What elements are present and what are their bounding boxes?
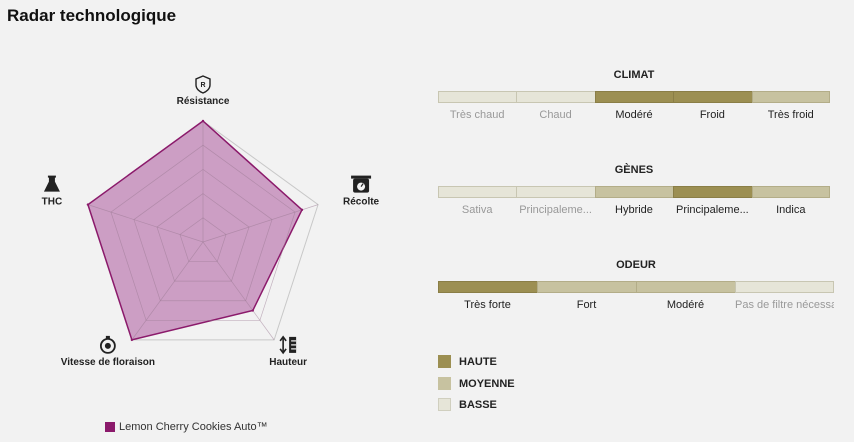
radar-axis-label: Résistance <box>177 96 230 107</box>
radar-grid-ring <box>110 144 296 321</box>
genes-option-label: Hybride <box>615 204 653 216</box>
radar-legend: Lemon Cherry Cookies Auto™ <box>105 421 268 433</box>
radar-point <box>251 309 254 312</box>
genes-block: GÈNES Sativa Principaleme... Hybride Princi… <box>438 164 830 224</box>
climat-segment <box>673 91 752 103</box>
climat-option-label: Modéré <box>615 109 653 121</box>
radar-axis-label: THC <box>42 197 63 208</box>
odeur-segment <box>438 281 537 293</box>
climat-segment <box>438 91 517 103</box>
stopwatch-icon <box>99 335 116 354</box>
legend-swatch <box>105 422 115 432</box>
genes-option-label: Principaleme... <box>675 204 749 216</box>
legend-label: Lemon Cherry Cookies Auto™ <box>119 421 268 433</box>
radar-point <box>130 338 134 342</box>
key-haute-label: HAUTE <box>459 355 497 368</box>
odeur-option-label: Très forte <box>464 299 511 311</box>
odeur-bar <box>438 281 834 293</box>
shield-r-icon: R <box>195 75 211 94</box>
climat-bar <box>438 91 830 103</box>
scale-icon <box>351 175 372 193</box>
genes-segment <box>751 186 830 198</box>
key-moyenne-label: MOYENNE <box>459 377 515 390</box>
radar-spoke <box>87 204 204 243</box>
genes-segment <box>516 186 595 198</box>
radar-grid-ring <box>179 217 227 262</box>
climat-segment <box>516 91 595 103</box>
odeur-segment <box>537 281 636 293</box>
radar-point <box>201 119 205 123</box>
radar-series-area <box>87 120 303 341</box>
genes-title: GÈNES <box>614 164 654 176</box>
odeur-option-label: Modéré <box>666 299 705 311</box>
radar-point <box>300 208 304 212</box>
key-basse: BASSE <box>438 398 497 411</box>
key-moyenne-swatch <box>438 377 451 390</box>
radar-chart: R Résistance Récolte Hauteur Vitesse de flor… <box>42 75 380 368</box>
climat-block: CLIMAT Très chaud Chaud Modéré Froid Très fr… <box>438 69 830 129</box>
odeur-option-label: Pas de filtre nécessaire <box>735 299 834 311</box>
svg-text:R: R <box>200 82 205 89</box>
climat-labels: Très chaud Chaud Modéré Froid Très froid <box>438 109 830 121</box>
odeur-option-label: Fort <box>576 299 597 311</box>
key-haute-swatch <box>438 355 451 368</box>
radar-grid-ring <box>156 193 250 282</box>
genes-option-label: Principaleme... <box>519 204 592 216</box>
genes-segment <box>438 186 517 198</box>
key-moyenne: MOYENNE <box>438 377 515 390</box>
climat-option-label: Froid <box>699 109 725 121</box>
radar-grid-ring <box>133 168 273 302</box>
radar-axis-label: Hauteur <box>269 357 307 368</box>
odeur-labels: Très forte Fort Modéré Pas de filtre nécess… <box>438 299 834 311</box>
key-basse-label: BASSE <box>459 398 497 411</box>
page-title: Radar technologique <box>7 6 177 25</box>
radar-spoke <box>202 241 275 341</box>
radar-spoke <box>131 241 204 341</box>
radar-spoke <box>202 204 319 243</box>
radar-axis-label: Vitesse de floraison <box>61 357 155 368</box>
climat-option-label: Chaud <box>539 109 572 121</box>
key-basse-swatch <box>438 398 451 411</box>
odeur-segment <box>735 281 834 293</box>
climat-option-label: Très froid <box>767 109 814 121</box>
climat-segment <box>594 91 674 103</box>
radar-point <box>86 203 90 206</box>
genes-segment <box>673 186 752 198</box>
climat-option-label: Très chaud <box>449 109 505 121</box>
genes-labels: Sativa Principaleme... Hybride Principaleme… <box>438 204 830 216</box>
height-ruler-icon <box>279 335 297 355</box>
odeur-block: ODEUR Très forte Fort Modéré Pas de filtre … <box>438 259 834 319</box>
flask-icon <box>43 175 60 192</box>
genes-bar <box>438 186 830 198</box>
genes-segment <box>594 186 674 198</box>
odeur-title: ODEUR <box>616 259 656 271</box>
radar-axis-label: Récolte <box>343 197 380 208</box>
climat-title: CLIMAT <box>613 69 655 81</box>
climat-segment <box>751 91 830 103</box>
genes-option-label: Sativa <box>461 204 493 216</box>
key-haute: HAUTE <box>438 355 497 368</box>
genes-option-label: Indica <box>776 204 806 216</box>
odeur-segment <box>636 281 735 293</box>
